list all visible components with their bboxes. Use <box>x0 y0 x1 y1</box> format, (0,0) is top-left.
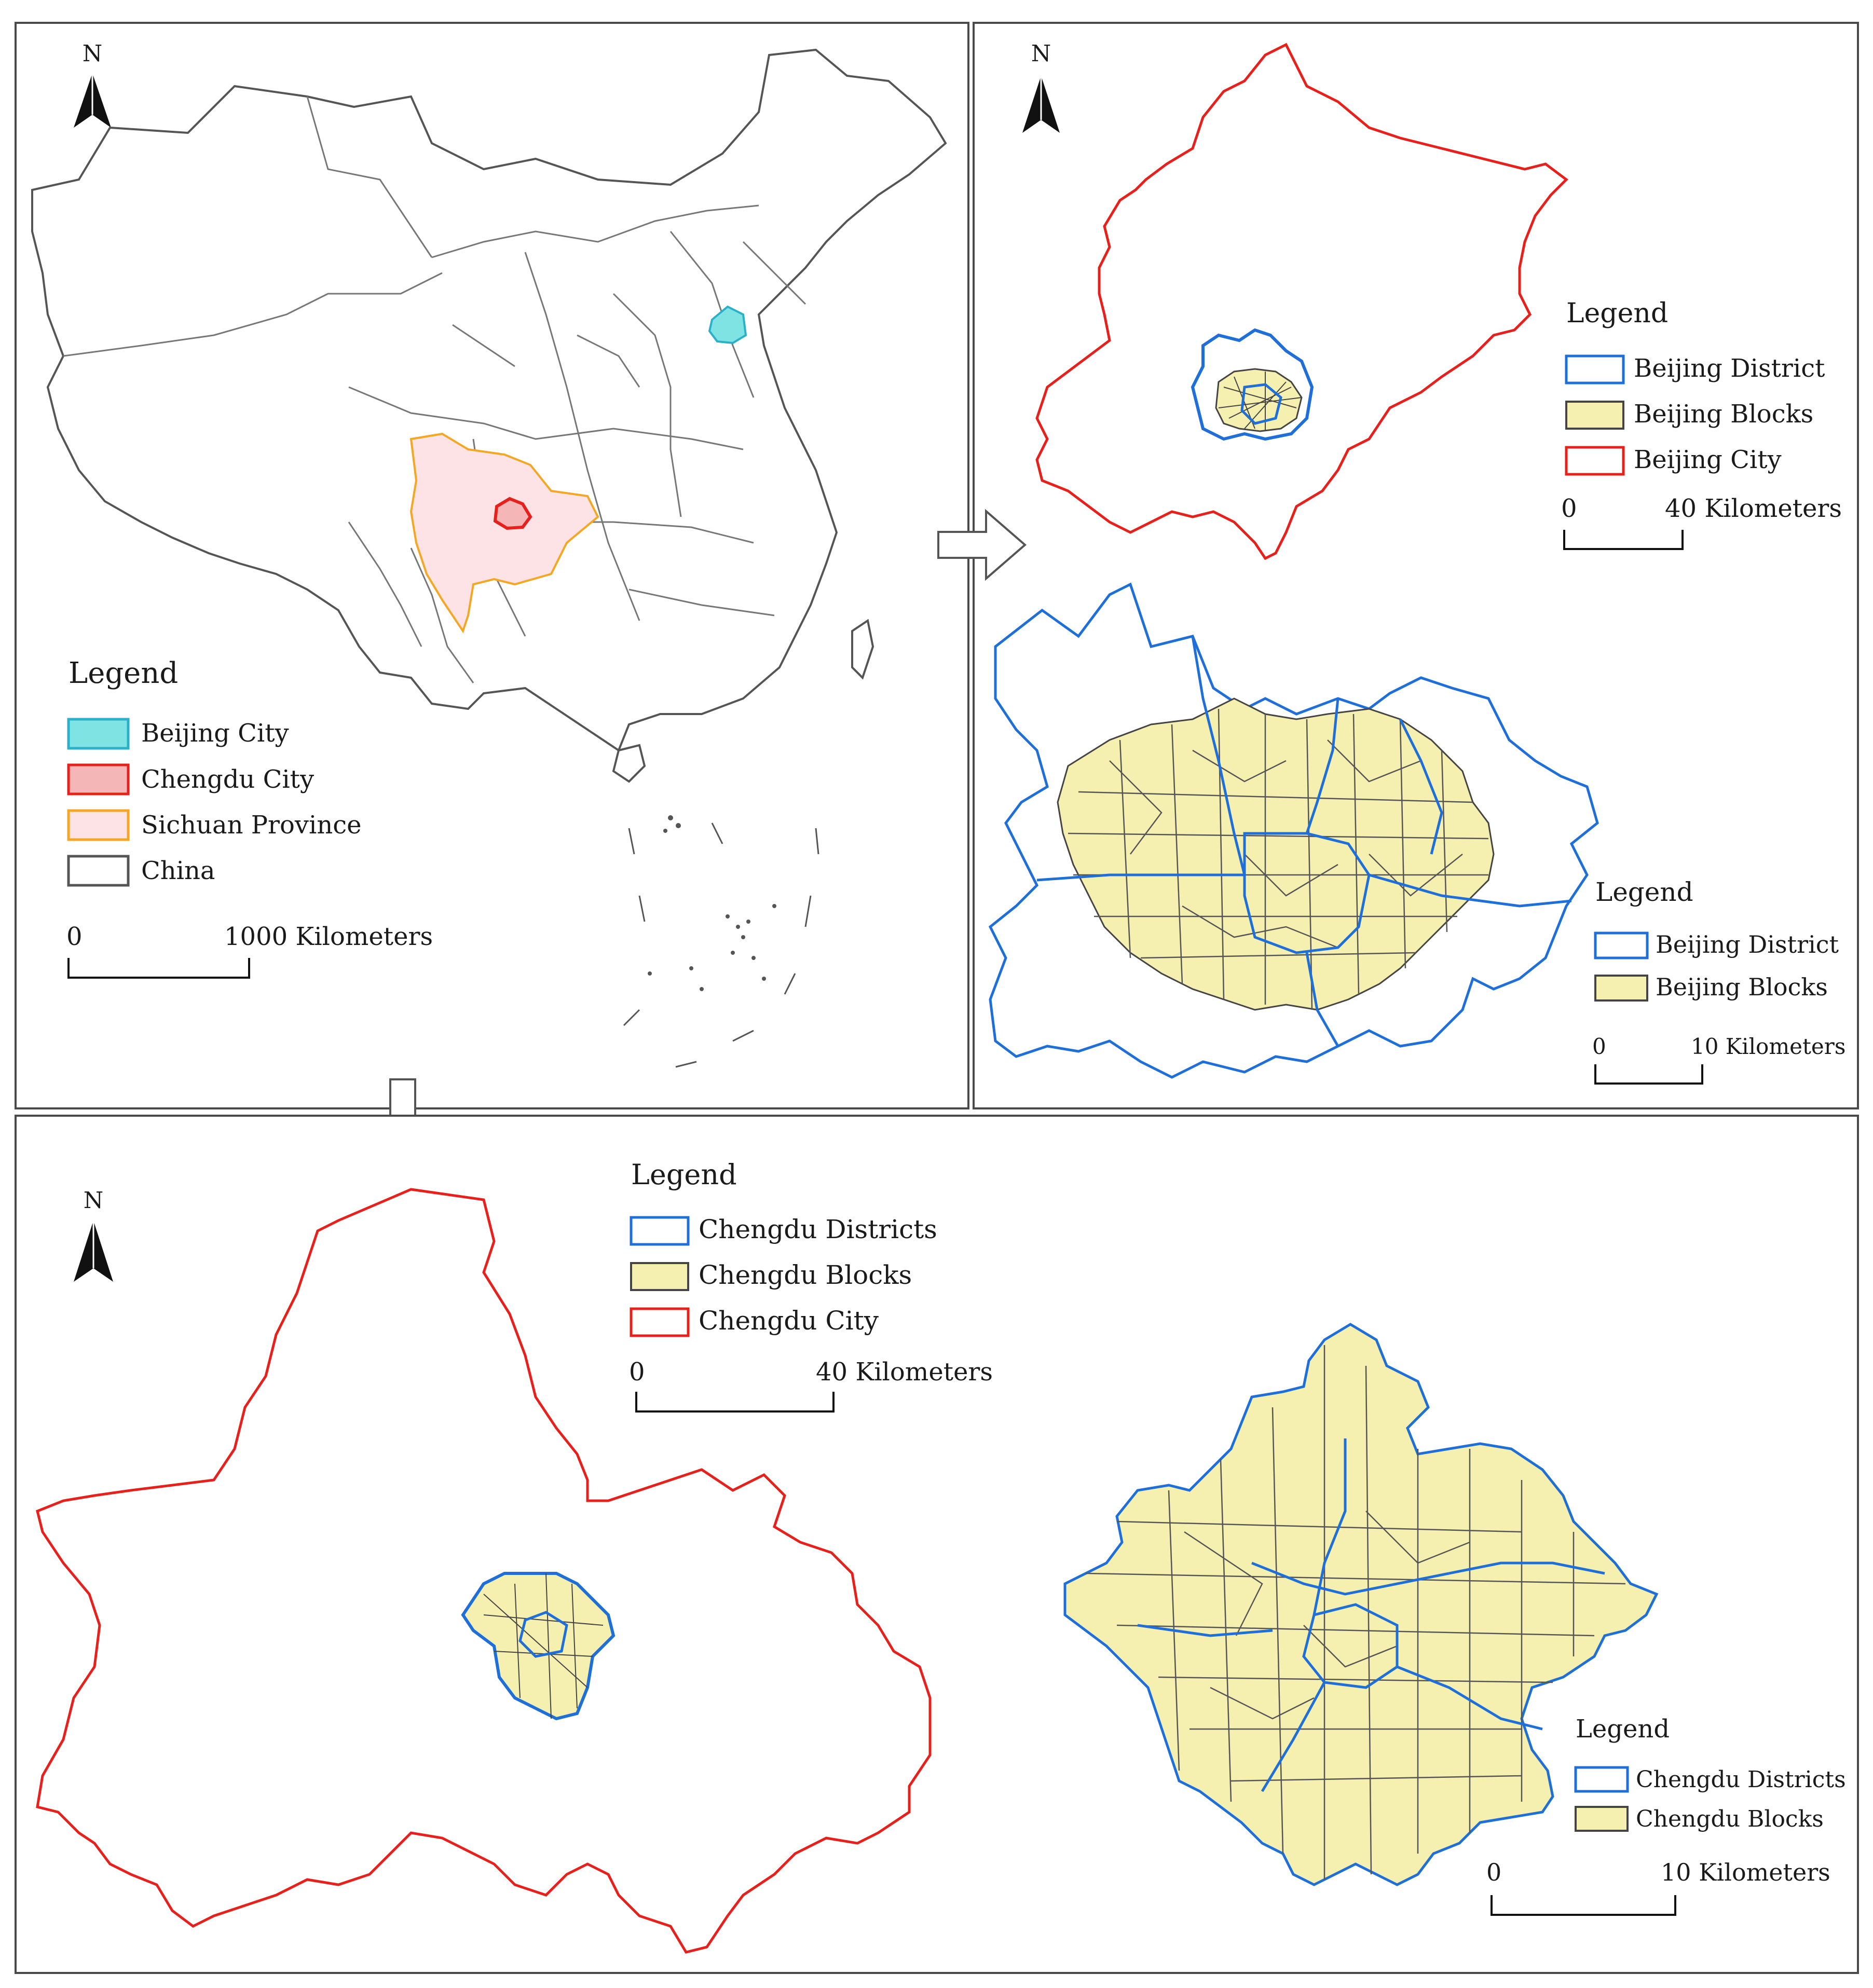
beijing-detail-scale-bar <box>1594 1064 1703 1085</box>
beijing-detail-label-blocks: Beijing Blocks <box>1656 973 1828 1001</box>
chengdu-legend-label-districts: Chengdu Districts <box>699 1214 937 1244</box>
beijing-map-panel: N Legend Beijing District Bei <box>973 22 1859 1109</box>
beijing-legend-label-district: Beijing District <box>1634 354 1825 383</box>
south-china-sea-dashes <box>623 822 819 1068</box>
beijing-detail-legend-item-district: Beijing District <box>1594 930 1839 959</box>
island-dots <box>648 815 776 991</box>
beijing-legend-label-city: Beijing City <box>1634 445 1782 474</box>
north-arrow-icon: N <box>74 40 111 128</box>
beijing-district-lines <box>1036 636 1572 1047</box>
chengdu-detail-label-districts: Chengdu Districts <box>1636 1766 1846 1793</box>
chengdu-detail-scale-zero: 0 <box>1486 1858 1501 1886</box>
chengdu-city-legend: Legend Chengdu Districts Chengdu Blocks … <box>629 1158 993 1413</box>
legend-label-china: China <box>141 856 215 885</box>
beijing-legend-item-blocks: Beijing Blocks <box>1565 400 1813 430</box>
beijing-city-scale-bar <box>1563 530 1684 550</box>
chengdu-legend-item-blocks: Chengdu Blocks <box>630 1260 912 1291</box>
beijing-inset-districts <box>1191 328 1314 441</box>
chengdu-legend-label-blocks: Chengdu Blocks <box>699 1260 912 1290</box>
chengdu-detail-scale-label: 10 Kilometers <box>1661 1858 1830 1886</box>
china-legend-title: Legend <box>69 656 178 690</box>
beijing-city-legend-title: Legend <box>1566 298 1668 329</box>
beijing-detail-label-district: Beijing District <box>1656 930 1839 958</box>
chengdu-district-lines <box>1137 1438 1605 1792</box>
china-scale-zero: 0 <box>66 922 83 951</box>
beijing-city-scale-label: 40 Kilometers <box>1665 494 1842 523</box>
china-legend-item-chengdu: Chengdu City <box>67 763 314 796</box>
beijing-city-outline <box>1035 43 1568 560</box>
china-scale-bar: 0 1000 Kilometers <box>66 922 433 979</box>
beijing-legend-label-blocks: Beijing Blocks <box>1634 400 1813 429</box>
chengdu-scale-label: 40 Kilometers <box>816 1358 993 1387</box>
chengdu-districts-outline <box>1063 1323 1659 1886</box>
chengdu-legend-label-city: Chengdu City <box>699 1306 879 1336</box>
chengdu-city-outline <box>36 1188 932 1954</box>
china-map-panel: N <box>15 22 969 1109</box>
sichuan-province <box>409 432 599 634</box>
china-scale-label: 1000 Kilometers <box>224 922 433 951</box>
legend-label-chengdu: Chengdu City <box>141 765 314 794</box>
north-arrow-icon: N <box>1022 40 1060 133</box>
china-legend-item-china: China <box>67 855 215 887</box>
beijing-legend-item-district: Beijing District <box>1565 354 1825 385</box>
china-map-svg: N <box>31 40 947 1068</box>
china-legend: Legend Beijing City Chengdu City Sichuan… <box>67 656 362 887</box>
beijing-block-lines <box>1068 708 1489 1010</box>
beijing-city-scale-zero: 0 <box>1561 494 1577 523</box>
hainan-outline <box>612 744 646 783</box>
chengdu-map-panel: N Legend Chengdu Districts Chengdu B <box>15 1115 1859 1974</box>
legend-label-beijing: Beijing City <box>141 719 289 748</box>
north-arrow-icon: N <box>74 1187 113 1282</box>
chengdu-inset <box>461 1572 616 1721</box>
chengdu-detail-scale-bar <box>1491 1895 1676 1916</box>
beijing-legend-item-city: Beijing City <box>1565 445 1782 476</box>
china-outline <box>31 48 947 752</box>
beijing-city-legend: Legend Beijing District Beijing Blocks B… <box>1561 298 1842 550</box>
beijing-detail-legend-item-blocks: Beijing Blocks <box>1594 973 1828 1002</box>
beijing-detail-scale-zero: 0 <box>1592 1034 1606 1059</box>
beijing-city-marker <box>708 305 747 345</box>
chengdu-detail-legend-title: Legend <box>1576 1715 1670 1744</box>
beijing-detail-scale-label: 10 Kilometers <box>1691 1034 1845 1059</box>
north-label: N <box>83 40 103 67</box>
chengdu-detail-legend: Legend Chengdu Districts Chengdu Blocks … <box>1486 1715 1846 1916</box>
legend-swatch-sichuan <box>67 809 130 841</box>
chengdu-detail-legend-item-blocks: Chengdu Blocks <box>1575 1806 1824 1832</box>
chengdu-detail-map <box>1063 1323 1659 1886</box>
chengdu-city-marker <box>493 497 532 530</box>
beijing-detail-legend: Legend Beijing District Beijing Blocks 0… <box>1592 877 1845 1085</box>
chengdu-detail-legend-item-districts: Chengdu Districts <box>1574 1766 1846 1793</box>
chengdu-scale-bar <box>635 1392 835 1413</box>
north-label: N <box>84 1187 104 1214</box>
legend-label-sichuan: Sichuan Province <box>141 811 362 840</box>
legend-swatch-beijing <box>67 718 130 750</box>
taiwan-outline <box>851 619 874 680</box>
legend-swatch-china <box>67 855 130 887</box>
chengdu-detail-label-blocks: Chengdu Blocks <box>1636 1806 1824 1832</box>
china-legend-item-sichuan: Sichuan Province <box>67 809 362 841</box>
beijing-detail-map <box>988 582 1599 1079</box>
beijing-detail-legend-title: Legend <box>1595 877 1693 907</box>
beijing-blocks-area <box>1057 697 1495 1011</box>
china-legend-item-beijing: Beijing City <box>67 718 289 750</box>
north-label: N <box>1031 40 1051 67</box>
chengdu-map-svg: N Legend Chengdu Districts Chengdu B <box>36 1158 1846 1954</box>
chengdu-legend-title: Legend <box>631 1158 737 1191</box>
chengdu-legend-item-districts: Chengdu Districts <box>630 1214 937 1246</box>
legend-swatch-chengdu <box>67 763 130 796</box>
beijing-map-svg: N Legend Beijing District Bei <box>988 40 1845 1085</box>
chengdu-scale-zero: 0 <box>629 1358 645 1387</box>
chengdu-legend-item-city: Chengdu City <box>630 1306 879 1337</box>
